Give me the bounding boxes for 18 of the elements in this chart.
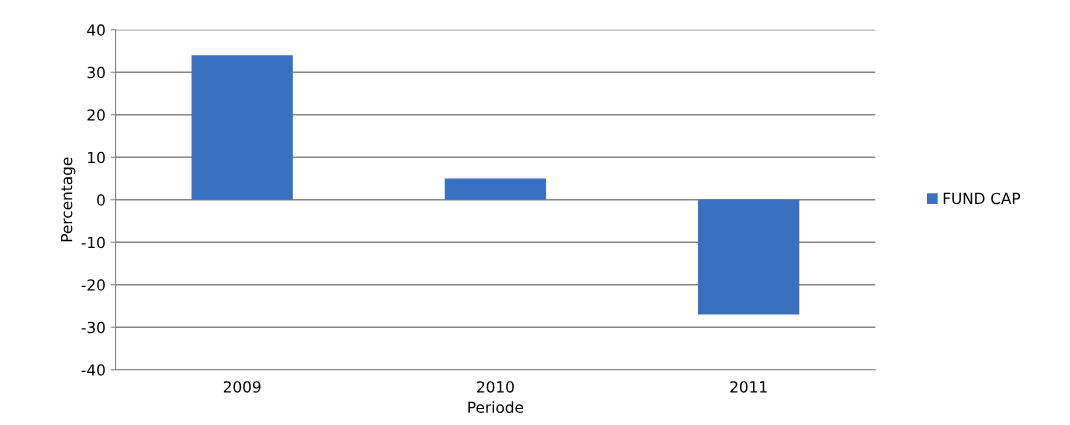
y-tick-label: -40 xyxy=(81,364,105,376)
y-tick-label: 20 xyxy=(87,109,105,121)
x-tick-label: 2009 xyxy=(223,381,261,393)
y-tick-label: 40 xyxy=(87,24,105,36)
x-axis-title: Periode xyxy=(468,401,524,414)
y-tick-label: -20 xyxy=(81,279,105,291)
y-tick-label: 30 xyxy=(87,66,105,79)
y-tick-label: 10 xyxy=(88,151,105,164)
bar xyxy=(191,55,293,200)
y-tick-label: 0 xyxy=(97,194,105,206)
x-tick-label: 2011 xyxy=(730,381,767,393)
y-tick-label: -30 xyxy=(81,321,105,334)
legend-label: FUND CAP xyxy=(943,192,1021,205)
x-tick-label: 2010 xyxy=(477,381,514,393)
y-tick-label: -10 xyxy=(81,236,105,249)
y-axis-title: Percentage xyxy=(61,157,76,242)
bar xyxy=(444,178,547,200)
bar xyxy=(698,199,800,315)
